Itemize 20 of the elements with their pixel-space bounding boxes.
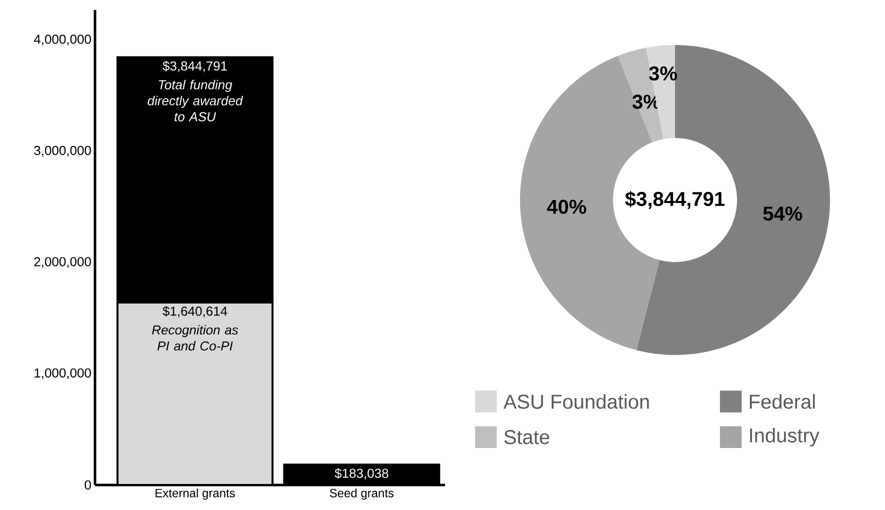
x-tick-label: External grants — [156, 488, 235, 500]
data-label: 3% — [649, 66, 677, 81]
legend-label: Industry — [750, 428, 820, 446]
x-tick-label: Seed grants — [330, 488, 394, 500]
legend-label: Federal — [750, 394, 815, 409]
total-label: $183,038 — [334, 468, 388, 480]
annotation: Recognition as PI and Co-PI — [152, 325, 238, 351]
data-label: 54% — [763, 206, 802, 221]
y-tick-label: 0 — [84, 480, 91, 490]
legend-label: State — [504, 430, 550, 444]
text: $3,844,791 — [625, 191, 724, 209]
legend-label: ASU Foundation — [503, 394, 649, 409]
data-label: 40% — [547, 200, 586, 214]
y-tick-label: 2,000,000 — [34, 257, 91, 268]
data-label: $1,640,614 — [162, 306, 228, 318]
total-label: $3,844,791 — [162, 60, 227, 72]
y-tick-label: 4,000,000 — [34, 34, 91, 46]
annotation: Total funding directly awarded to ASU — [148, 80, 244, 122]
y-tick-label: 1,000,000 — [34, 368, 91, 380]
y-tick-label: 3,000,000 — [34, 146, 91, 157]
